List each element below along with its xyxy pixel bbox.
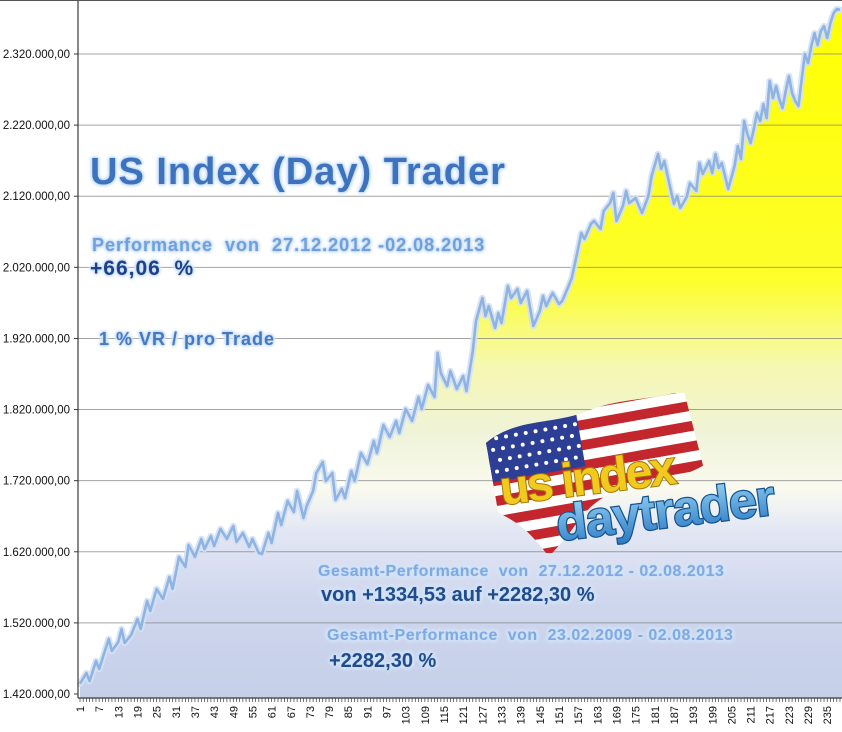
svg-text:91: 91 <box>362 706 374 718</box>
svg-text:157: 157 <box>573 706 585 724</box>
svg-text:205: 205 <box>726 706 738 724</box>
svg-text:61: 61 <box>267 706 279 718</box>
svg-text:169: 169 <box>611 706 623 724</box>
svg-text:31: 31 <box>171 706 183 718</box>
svg-text:139: 139 <box>516 706 528 724</box>
svg-text:73: 73 <box>305 706 317 718</box>
svg-text:67: 67 <box>286 706 298 718</box>
svg-text:199: 199 <box>707 706 719 724</box>
svg-text:2.320.000,00: 2.320.000,00 <box>3 49 70 61</box>
svg-text:217: 217 <box>765 706 777 724</box>
svg-text:19: 19 <box>132 706 144 718</box>
svg-text:43: 43 <box>209 706 221 718</box>
svg-text:175: 175 <box>631 706 643 724</box>
svg-text:25: 25 <box>152 706 164 718</box>
svg-text:1.620.000,00: 1.620.000,00 <box>3 547 70 559</box>
svg-text:133: 133 <box>497 706 509 724</box>
svg-text:121: 121 <box>458 706 470 724</box>
svg-text:1.720.000,00: 1.720.000,00 <box>3 476 70 488</box>
svg-text:115: 115 <box>439 706 451 724</box>
svg-text:109: 109 <box>420 706 432 724</box>
svg-text:223: 223 <box>784 706 796 724</box>
svg-text:211: 211 <box>746 706 758 724</box>
svg-text:229: 229 <box>803 706 815 724</box>
svg-text:85: 85 <box>343 706 355 718</box>
svg-text:1.820.000,00: 1.820.000,00 <box>3 405 70 417</box>
svg-text:151: 151 <box>554 706 566 724</box>
svg-text:49: 49 <box>228 706 240 718</box>
svg-text:2.020.000,00: 2.020.000,00 <box>3 262 70 274</box>
svg-text:2.220.000,00: 2.220.000,00 <box>3 120 70 132</box>
svg-text:79: 79 <box>324 706 336 718</box>
svg-text:97: 97 <box>382 706 394 718</box>
svg-text:163: 163 <box>592 706 604 724</box>
svg-text:13: 13 <box>113 706 125 718</box>
svg-text:145: 145 <box>535 706 547 724</box>
svg-text:127: 127 <box>477 706 489 724</box>
svg-text:1.520.000,00: 1.520.000,00 <box>3 618 70 630</box>
svg-text:7: 7 <box>94 706 106 712</box>
svg-text:235: 235 <box>822 706 834 724</box>
svg-text:1.920.000,00: 1.920.000,00 <box>3 333 70 345</box>
svg-text:187: 187 <box>669 706 681 724</box>
svg-text:37: 37 <box>190 706 202 718</box>
svg-text:1: 1 <box>75 706 87 712</box>
svg-text:55: 55 <box>247 706 259 718</box>
svg-text:1.420.000,00: 1.420.000,00 <box>3 689 70 701</box>
svg-text:2.120.000,00: 2.120.000,00 <box>3 191 70 203</box>
svg-text:181: 181 <box>650 706 662 724</box>
svg-text:193: 193 <box>688 706 700 724</box>
svg-text:103: 103 <box>401 706 413 724</box>
